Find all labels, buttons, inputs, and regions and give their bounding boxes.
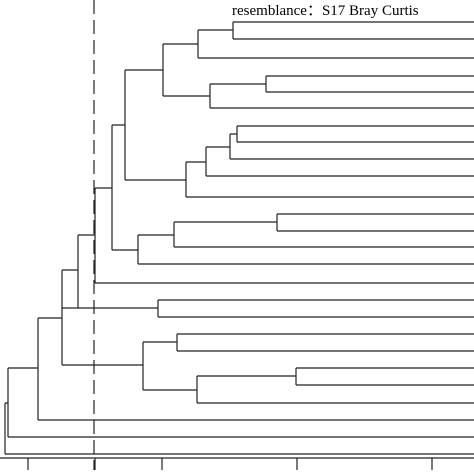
cluster-join: [4, 402, 8, 454]
cluster-join: [230, 126, 238, 142]
cluster-join: [7, 367, 38, 437]
resemblance-caption: resemblance：S17 Bray Curtis: [232, 3, 419, 19]
cluster-join: [77, 234, 95, 308]
cluster-join: [174, 214, 278, 231]
cluster-join: [37, 317, 62, 420]
cluster-join: [209, 84, 474, 109]
cluster-join: [62, 300, 159, 317]
cluster-join: [206, 134, 231, 159]
cluster-join: [197, 368, 297, 385]
cluster-join: [162, 44, 210, 97]
cluster-join: [61, 269, 143, 366]
cluster-join: [94, 187, 112, 283]
cluster-join: [142, 342, 197, 391]
dendrogram-tree: [4, 21, 474, 455]
cluster-join: [198, 22, 234, 39]
cluster-join: [163, 30, 199, 58]
similarity-axis: [0, 457, 474, 470]
cluster-join: [143, 334, 178, 351]
cluster-join: [124, 69, 186, 181]
cluster-join: [138, 222, 175, 247]
cluster-join: [210, 76, 267, 92]
cluster-join: [186, 147, 207, 176]
